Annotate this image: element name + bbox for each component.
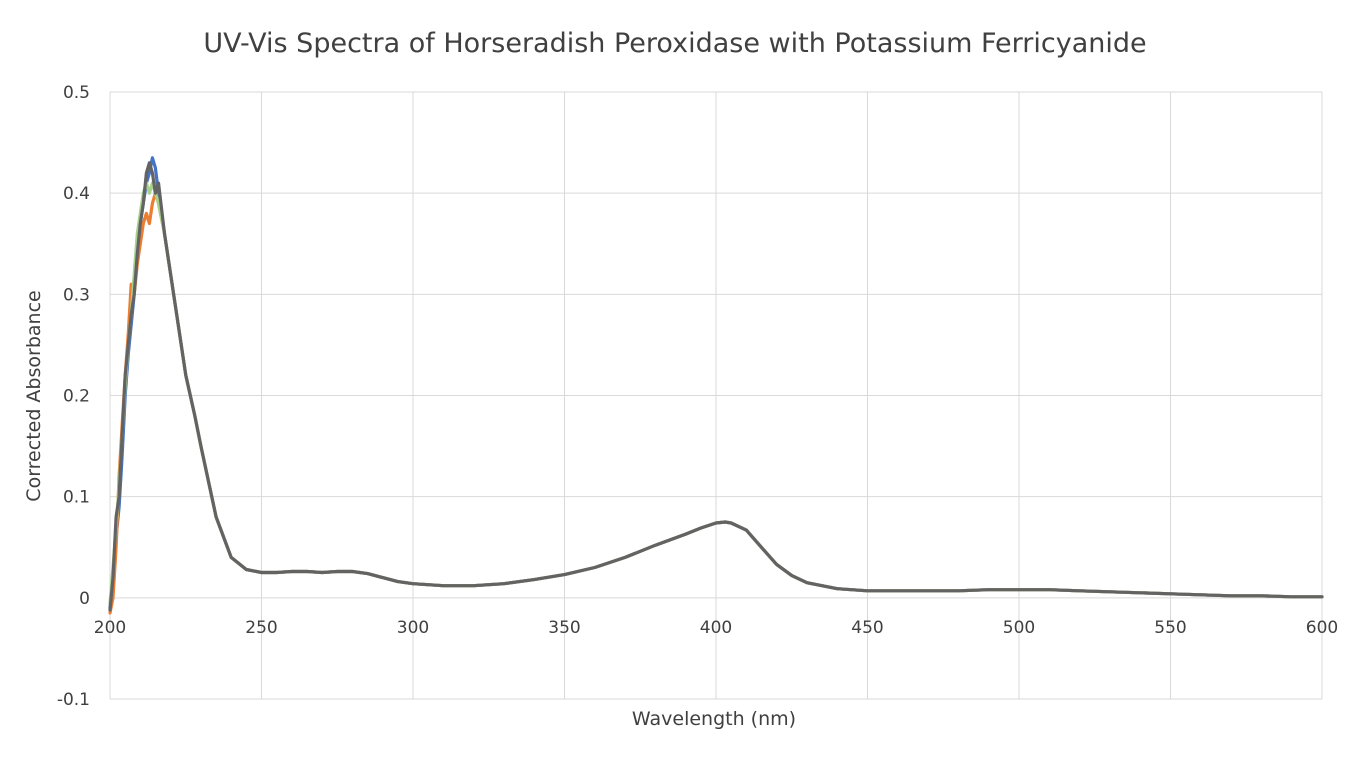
grid — [109, 91, 1323, 700]
x-axis-label: Wavelength (nm) — [632, 708, 796, 730]
x-tick-label: 450 — [851, 618, 883, 638]
x-tick-label: 300 — [397, 618, 429, 638]
x-tick-label: 200 — [94, 618, 126, 638]
y-tick-label: 0.5 — [63, 83, 90, 103]
y-tick-label: -0.1 — [57, 690, 90, 710]
series-group — [108, 156, 1324, 615]
x-tick-label: 400 — [700, 618, 732, 638]
y-tick-label: 0.3 — [63, 285, 90, 305]
x-tick-label: 350 — [548, 618, 580, 638]
y-tick-label: 0.2 — [63, 387, 90, 407]
series-line-4 — [108, 161, 1324, 612]
chart-title: UV-Vis Spectra of Horseradish Peroxidase… — [203, 28, 1146, 59]
y-tick-label: 0 — [79, 589, 90, 609]
y-tick-label: 0.4 — [63, 184, 90, 204]
x-tick-label: 500 — [1003, 618, 1035, 638]
x-tick-label: 600 — [1306, 618, 1338, 638]
x-tick-label: 550 — [1154, 618, 1186, 638]
x-axis-ticks: 200 250 300 350 400 450 500 550 600 — [94, 618, 1338, 638]
x-tick-label: 250 — [245, 618, 277, 638]
y-axis-ticks: -0.1 0 0.1 0.2 0.3 0.4 0.5 — [57, 83, 90, 710]
y-axis-label: Corrected Absorbance — [23, 290, 45, 501]
y-tick-label: 0.1 — [63, 488, 90, 508]
